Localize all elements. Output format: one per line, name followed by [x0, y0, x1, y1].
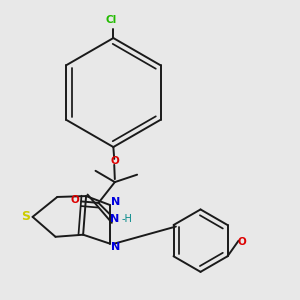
Text: O: O	[238, 237, 247, 247]
Text: N: N	[111, 197, 120, 207]
Text: N: N	[111, 242, 120, 252]
Text: O: O	[111, 156, 119, 166]
Text: N: N	[110, 214, 119, 224]
Text: Cl: Cl	[105, 15, 117, 25]
Text: O: O	[71, 195, 80, 205]
Text: S: S	[21, 210, 30, 224]
Text: -H: -H	[121, 214, 132, 224]
